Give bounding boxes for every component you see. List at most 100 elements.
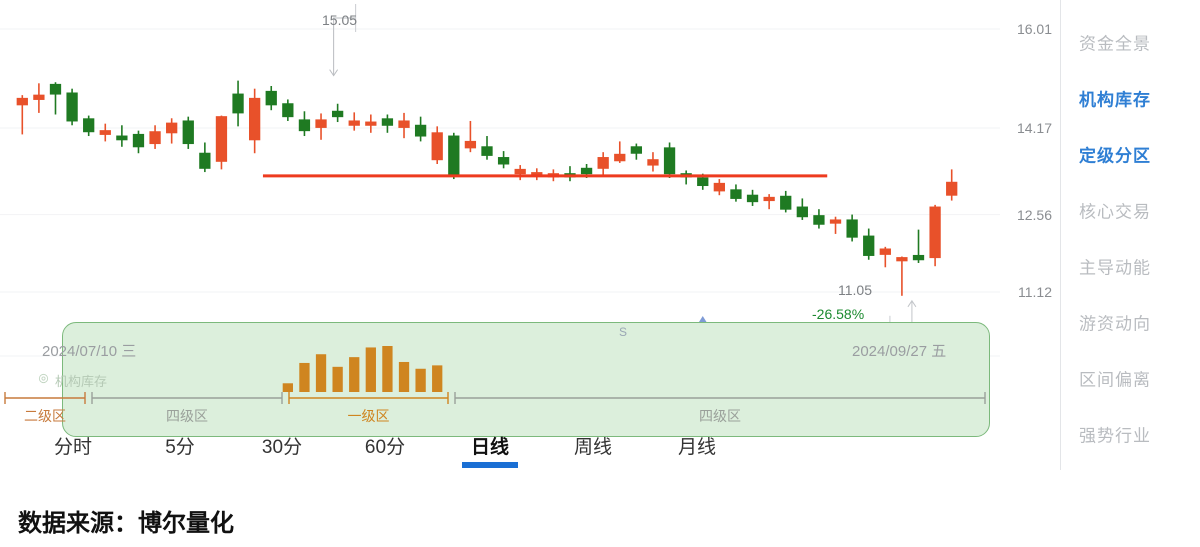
candle [33,83,45,113]
candle [863,228,875,260]
sidebar-item-1[interactable]: 机构库存 [1079,90,1151,110]
timeframe-tab-0[interactable]: 分时 [53,437,93,458]
timeframe-tab-2[interactable]: 30分 [261,437,303,458]
candle [746,189,759,206]
candle [796,198,808,220]
candle [381,114,394,133]
candle [99,123,111,142]
zone-range-bar [454,392,986,404]
candle [66,88,78,126]
gear-icon [38,373,49,384]
candle [464,120,477,153]
candle [663,142,676,178]
candle [116,125,128,147]
high-price-annotation: 15.05 [322,12,358,28]
candle [166,118,178,144]
indicator-name-label: 机构库存 [55,374,108,389]
price-tick-2: 12.56 [1016,206,1052,223]
signal-marker-s: S [619,325,628,339]
candle [614,141,626,163]
candle [846,214,858,242]
candle [896,256,908,296]
data-source-footer: 数据来源：博尔量化 [18,510,234,537]
timeframe-tabs[interactable]: 分时 5分 30分 60分 日线 周线 月线 [0,432,1000,477]
timeframe-tab-6[interactable]: 月线 [677,437,717,458]
candle [182,116,194,149]
indicator-panel[interactable] [0,330,1000,435]
candle [929,204,941,267]
candle [531,168,543,181]
candle [946,169,958,201]
timeframe-tab-1[interactable]: 5分 [165,437,195,458]
zone-label-1: 四级区 [166,408,208,424]
sidebar-item-5[interactable]: 游资动向 [1079,314,1151,334]
candle [215,115,228,170]
candle [497,151,510,169]
high-annotation-arrow [329,4,357,77]
candle [348,112,360,131]
indicator-svg [4,346,986,404]
candle [398,112,410,139]
candle [514,165,526,181]
candle [315,113,327,140]
volume-bar [365,347,376,392]
price-tick-0: 16.01 [1016,20,1052,37]
candle [331,103,344,123]
zone-range-bar [91,392,283,404]
candle [83,115,95,137]
timeframe-tab-4[interactable]: 日线 [470,437,510,458]
timeframe-tab-3[interactable]: 60分 [364,437,406,458]
price-tick-3: 11.12 [1018,284,1052,301]
volume-bar [315,354,327,392]
candle [630,143,643,160]
zone-label-3: 四级区 [699,408,741,424]
candle [265,86,277,111]
zone-range-bar [4,392,86,404]
candle [780,190,792,213]
candlestick-chart[interactable] [0,0,1000,470]
timeframe-tab-5[interactable]: 周线 [573,437,613,458]
price-tick-1: 14.17 [1016,119,1052,136]
zone-range-bar [288,392,449,404]
volume-bar [415,368,426,392]
feature-sidebar[interactable]: 资金全景机构库存定级分区核心交易主导动能游资动向区间偏离强势行业 [1060,0,1200,470]
sidebar-item-3[interactable]: 核心交易 [1079,202,1151,222]
candle [49,82,62,115]
sidebar-item-4[interactable]: 主导动能 [1079,258,1151,278]
volume-bar [332,366,343,392]
candle [912,229,925,263]
candle [414,116,427,142]
price-axis: 16.01 14.17 12.56 11.12 [1000,0,1060,470]
candle [232,80,244,127]
date-start-label: 2024/07/10 三 [42,343,137,360]
candle [149,125,161,149]
candle [713,179,725,196]
volume-bar [349,357,360,392]
volume-bar [432,365,443,392]
candle [813,209,825,229]
candlestick-svg [0,4,1000,358]
candle [647,152,659,172]
sidebar-item-7[interactable]: 强势行业 [1079,426,1151,446]
low-price-annotation: 11.05 [838,282,872,298]
volume-bar [282,383,293,392]
sidebar-item-2[interactable]: 定级分区 [1079,146,1151,166]
volume-bar [299,362,310,392]
sidebar-item-6[interactable]: 区间偏离 [1079,370,1151,390]
candle [564,166,576,182]
indicator-highlight-panel [62,322,990,437]
volume-bar [398,361,410,392]
zone-label-0: 二级区 [24,408,66,424]
candle [298,111,311,137]
candle [730,184,742,202]
candle [132,130,145,154]
candle [597,152,609,177]
sidebar-item-0[interactable]: 资金全景 [1079,34,1151,54]
low-change-percent: -26.58% [812,306,865,322]
candle [199,142,211,173]
candle [282,99,294,121]
candle [829,216,842,234]
candle [680,170,692,185]
candle [879,246,891,268]
